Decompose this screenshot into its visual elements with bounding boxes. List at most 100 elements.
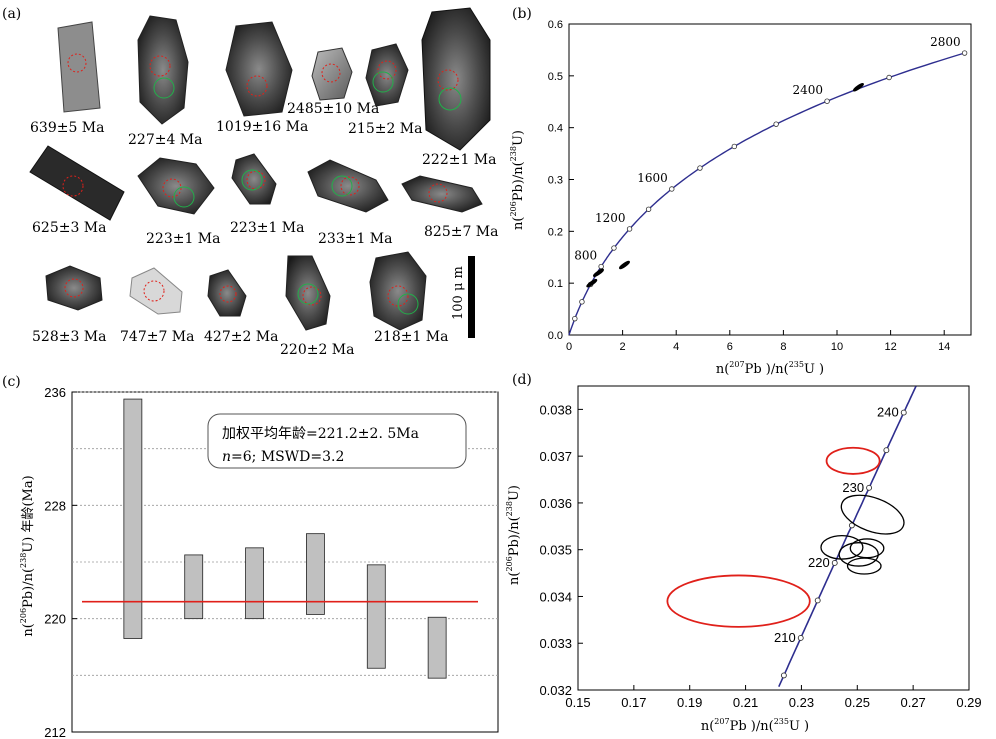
y-tick-label-d: 0.032: [539, 683, 572, 698]
age-marker-b: [611, 245, 617, 251]
panel-c: (c) 212 220 228 236 加权平均年龄=221.2±2. 5Ma n=6…: [2, 374, 499, 739]
y-tick-label-b: 0.4: [548, 123, 563, 135]
age-marker-d: [883, 447, 890, 454]
zircon-age-label: 233±1 Ma: [318, 231, 393, 247]
age-marker-d: [900, 409, 907, 416]
zircon-age-label: 1019±16 Ma: [216, 119, 308, 135]
x-tick-label-b: 14: [938, 341, 950, 353]
plot-area-b: 0 2 4 6 8 10 12 14 0.0 0.1 0.2 0.3 0.4 0.5 0.6 800 1200 1…: [548, 19, 968, 353]
concordia-age-label-d: 210: [774, 630, 796, 645]
spot-circle: [331, 175, 353, 197]
spot-circle: [143, 280, 165, 302]
concordia-curve-b: [568, 52, 965, 336]
concordia-age-label-d: 240: [877, 405, 899, 420]
age-marker-d: [866, 484, 873, 491]
x-tick-label-d: 0.29: [956, 695, 981, 710]
spot-circle: [387, 285, 409, 307]
x-tick-label-d: 0.17: [621, 695, 646, 710]
weighted-mean-text: 加权平均年龄=221.2±2. 5Ma: [222, 426, 419, 442]
zircon-grain: [137, 15, 189, 125]
age-marker-b: [598, 263, 604, 270]
analysis-ellipse-b: [592, 268, 604, 277]
x-tick-label-d: 0.19: [677, 695, 702, 710]
annotation-box: [207, 413, 467, 469]
spot-circle: [162, 178, 182, 198]
zircon-grain: [231, 153, 277, 205]
zircon-age-label: 218±1 Ma: [374, 329, 449, 345]
panel-c-label: (c): [2, 374, 21, 390]
y-tick-label-d: 0.038: [539, 402, 572, 417]
age-error-bar: [427, 616, 447, 679]
age-marker-b: [579, 299, 585, 305]
y-axis-label-c: n(206Pb)/n(238U) 年龄(Ma): [19, 475, 36, 636]
age-error-bar: [366, 564, 386, 669]
concordia-age-label-d: 230: [842, 480, 864, 495]
spot-circle: [149, 55, 171, 77]
zircon-grain: [225, 21, 293, 117]
age-marker-b: [886, 74, 892, 81]
zircon-age-label: 825±7 Ma: [424, 224, 499, 240]
spot-circle: [153, 77, 175, 99]
plot-frame-d: [577, 385, 970, 691]
concordia-age-label-b: 2400: [793, 83, 824, 97]
age-error-bar: [306, 533, 325, 615]
y-tick-label-d: 0.034: [539, 589, 572, 604]
spot-circle: [241, 169, 263, 191]
age-marker-d: [797, 635, 804, 641]
spot-circle: [428, 183, 448, 203]
age-marker-b: [824, 98, 830, 104]
zircon-age-label: 528±3 Ma: [32, 329, 107, 345]
age-marker-b: [697, 165, 703, 171]
spot-circle: [438, 87, 462, 111]
y-tick-label-d: 0.035: [539, 543, 572, 558]
zircon-grain: [57, 21, 101, 113]
zircon-grain: [311, 47, 353, 101]
y-tick-label-c: 220: [44, 612, 66, 627]
zircon-age-label: 2485±10 Ma: [287, 101, 379, 117]
analysis-ellipse-b: [586, 278, 598, 288]
age-error-bar: [184, 554, 204, 620]
y-axis-label-d: n(206Pb)/n(238U): [505, 485, 522, 585]
spot-circle: [340, 176, 360, 196]
age-marker-b: [572, 315, 578, 322]
age-marker-b: [645, 206, 652, 212]
spot-circle: [219, 285, 237, 303]
x-tick-label-d: 0.15: [565, 695, 590, 710]
analysis-ellipse-b: [618, 260, 630, 270]
zircon-age-label: 223±1 Ma: [230, 220, 305, 236]
analysis-ellipse-b: [852, 83, 864, 92]
x-tick-label-d: 0.23: [789, 695, 814, 710]
x-tick-label-b: 4: [673, 341, 679, 353]
age-marker-b: [961, 50, 968, 56]
discordant-ellipse-d: [825, 446, 881, 475]
zircon-age-label: 639±5 Ma: [30, 120, 105, 136]
age-marker-d: [814, 597, 821, 604]
panel-b: (b) 0 2 4 6 8 10 12 14 0.0 0.1 0.2 0.3 0.4 0.5 0.6 800 1…: [509, 6, 972, 377]
spot-circle: [173, 186, 195, 208]
x-tick-label-b: 8: [780, 341, 786, 353]
panel-d-label: (d): [512, 372, 532, 388]
spot-circle: [377, 60, 397, 80]
zircon-age-label: 223±1 Ma: [146, 231, 221, 247]
age-marker-b: [626, 226, 633, 232]
plot-area-c: 212 220 228 236: [44, 385, 498, 739]
zircon-age-label: 747±7 Ma: [120, 329, 195, 345]
age-marker-b: [731, 143, 738, 150]
spot-circle: [372, 71, 394, 93]
panel-d: (d) 0.15 0.17 0.19 0.21 0.23 0.25 0.27 0.29 0.03…: [505, 372, 982, 734]
zircon-grain: [401, 175, 483, 213]
scale-bar: [468, 256, 475, 338]
panel-a: (a): [2, 6, 499, 358]
concordia-age-label-b: 1200: [595, 211, 626, 225]
concordia-age-label-b: 2800: [930, 35, 961, 49]
analysis-ellipse-d: [838, 542, 879, 567]
x-axis-label-d: n(207Pb )/n(235U ): [701, 717, 809, 734]
zircon-grain: [207, 269, 247, 317]
zircon-age-label: 220±2 Ma: [280, 342, 355, 358]
zircon-grain: [365, 43, 409, 107]
spot-circle: [302, 286, 322, 306]
zircon-age-label: 222±1 Ma: [422, 152, 497, 168]
analysis-ellipse-d: [840, 494, 905, 535]
zircon-age-label: 215±2 Ma: [348, 121, 423, 137]
